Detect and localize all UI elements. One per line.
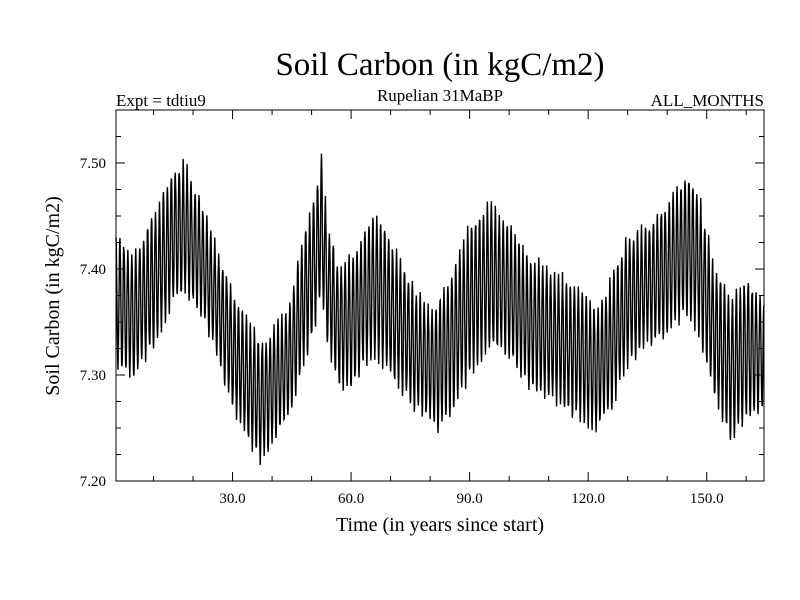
- experiment-label: Expt = tdtiu9: [116, 91, 206, 110]
- months-label: ALL_MONTHS: [651, 91, 764, 110]
- x-tick-label: 30.0: [219, 491, 245, 507]
- y-tick-label: 7.50: [80, 156, 106, 172]
- chart-title: Soil Carbon (in kgC/m2): [275, 47, 604, 83]
- x-tick-label: 150.0: [690, 491, 724, 507]
- x-tick-label: 120.0: [571, 491, 605, 507]
- x-tick-label: 90.0: [457, 491, 483, 507]
- x-tick-label: 60.0: [338, 491, 364, 507]
- chart-subtitle: Rupelian 31MaBP: [377, 86, 503, 105]
- y-axis-ticks: 7.20 7.30 7.40 7.50: [80, 109, 764, 490]
- y-tick-label: 7.30: [80, 368, 106, 384]
- y-tick-label: 7.20: [80, 474, 106, 490]
- x-axis-ticks: 30.0 60.0 90.0 120.0 150.0: [153, 110, 747, 507]
- x-axis-label: Time (in years since start): [336, 514, 544, 536]
- y-tick-label: 7.40: [80, 262, 106, 278]
- series-line-soil-carbon: [115, 153, 765, 466]
- y-axis-label: Soil Carbon (in kgC/m2): [42, 196, 64, 395]
- plot-area: [115, 109, 765, 482]
